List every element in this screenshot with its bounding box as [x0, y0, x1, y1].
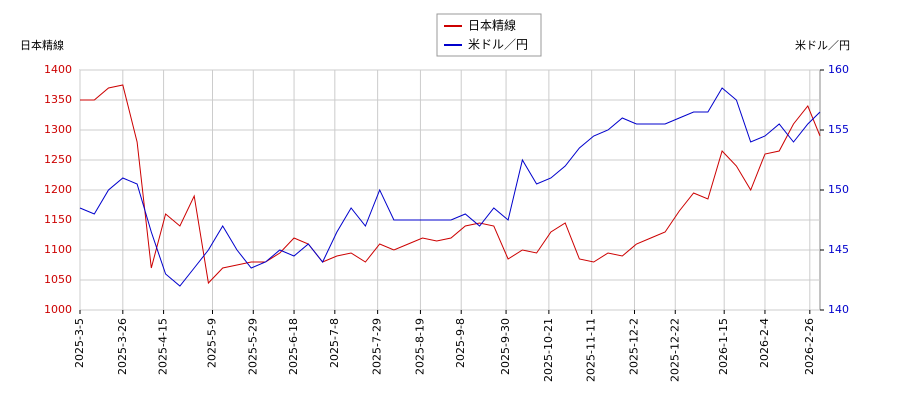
y-tick-label: 1100	[44, 243, 72, 256]
y-tick-label: 1050	[44, 273, 72, 286]
legend-label: 日本精線	[468, 18, 516, 33]
legend-label: 米ドル／円	[468, 38, 528, 52]
x-tick-label: 2025-7-29	[371, 318, 384, 375]
y2-tick-label: 155	[828, 123, 849, 136]
x-tick-label: 2025-6-18	[287, 318, 300, 375]
y2-tick-label: 160	[828, 63, 849, 76]
x-tick-label: 2026-1-15	[717, 318, 730, 375]
x-tick-label: 2025-9-8	[454, 318, 467, 368]
x-tick-label: 2025-12-22	[668, 318, 681, 382]
x-tick-label: 2025-9-30	[499, 318, 512, 375]
y-axis-label: 日本精線	[20, 38, 64, 52]
y-tick-label: 1300	[44, 123, 72, 136]
y-tick-label: 1000	[44, 303, 72, 316]
line-series	[79, 87, 821, 287]
y-tick-label: 1400	[44, 63, 72, 76]
y-tick-label: 1150	[44, 213, 72, 226]
x-tick-label: 2025-3-26	[116, 318, 129, 375]
y2-tick-label: 150	[828, 183, 849, 196]
x-tick-label: 2026-2-4	[758, 318, 771, 368]
x-tick-label: 2025-5-29	[246, 318, 259, 375]
y-tick-label: 1200	[44, 183, 72, 196]
y-tick-label: 1350	[44, 93, 72, 106]
y-tick-label: 1250	[44, 153, 72, 166]
x-tick-label: 2025-8-19	[413, 318, 426, 375]
x-tick-label: 2025-5-9	[206, 318, 219, 368]
legend-box	[436, 13, 542, 57]
x-tick-label: 2025-12-2	[627, 318, 640, 375]
x-tick-label: 2025-11-11	[585, 318, 598, 382]
x-tick-label: 2025-3-5	[73, 318, 86, 368]
x-tick-label: 2026-2-26	[803, 318, 816, 375]
line-series	[80, 84, 821, 285]
x-tick-label: 2025-7-8	[328, 318, 341, 368]
x-tick-label: 2025-10-21	[542, 318, 555, 382]
x-tick-label: 2025-4-15	[157, 318, 170, 375]
y2-axis-label: 米ドル／円	[795, 39, 850, 52]
y2-tick-label: 145	[828, 243, 849, 256]
y2-tick-label: 140	[828, 303, 849, 316]
